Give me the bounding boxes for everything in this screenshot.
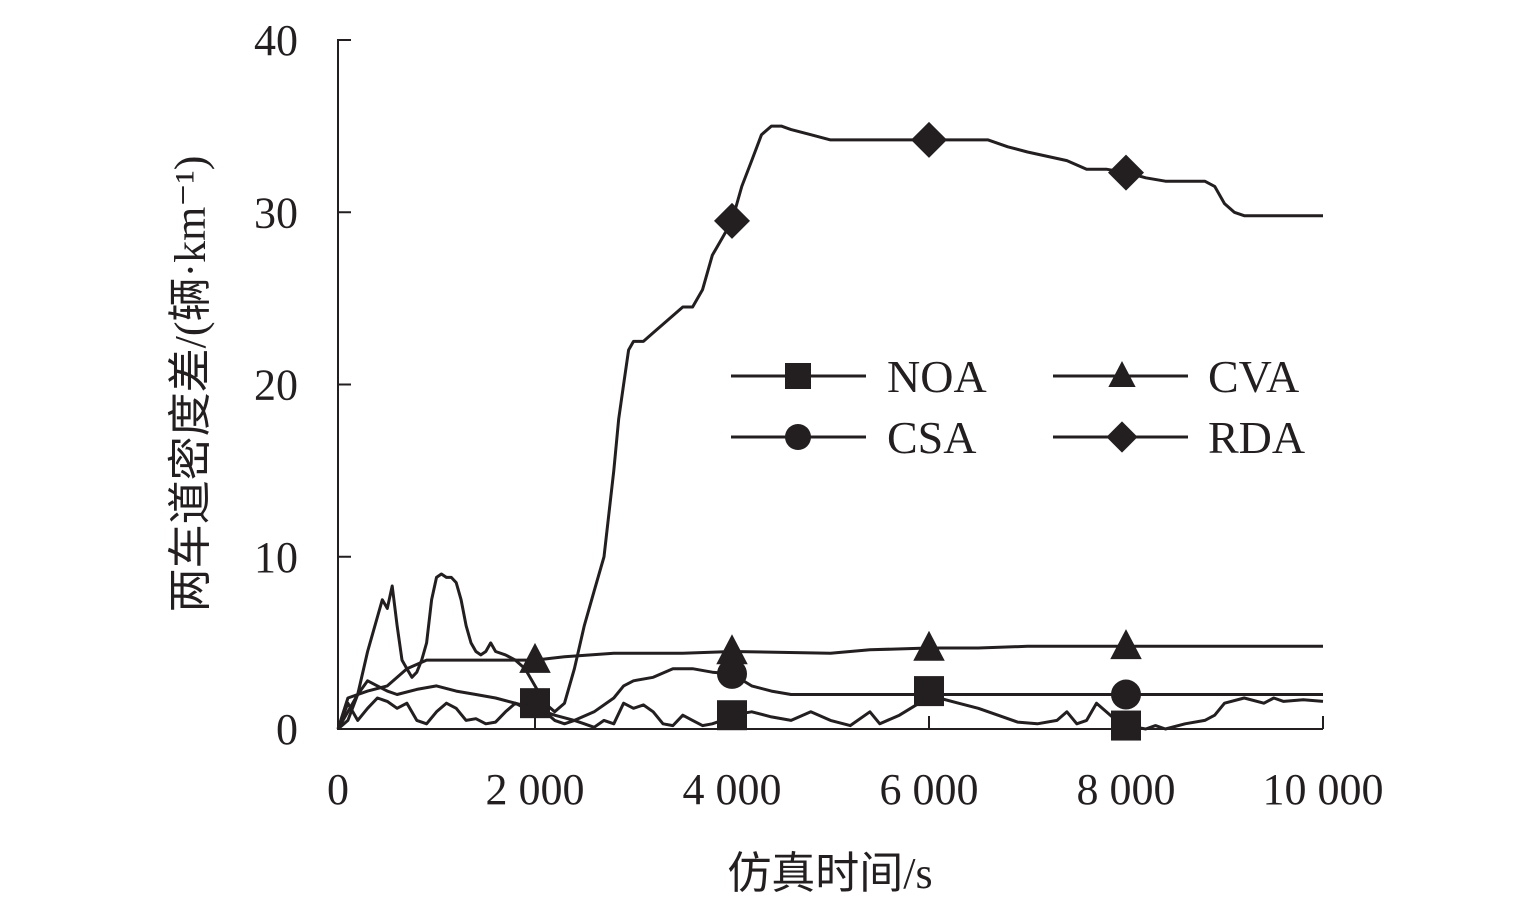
data-point-csa xyxy=(717,658,747,689)
legend-label-cva: CVA xyxy=(1208,351,1299,402)
data-point-rda xyxy=(1108,154,1144,191)
legend: NOA CVA CSA RDA xyxy=(731,351,1305,463)
x-tick-label: 4 000 xyxy=(683,765,782,814)
series-layer xyxy=(336,121,1324,741)
series-line-rda xyxy=(337,124,1323,731)
series-line-cva xyxy=(336,644,1323,730)
x-tick-label: 10 000 xyxy=(1263,765,1384,814)
y-tick-label: 40 xyxy=(254,16,298,65)
data-point-rda xyxy=(714,202,750,239)
legend-marker-csa xyxy=(785,424,811,450)
y-tick-label: 30 xyxy=(254,188,298,237)
y-tick-label: 10 xyxy=(254,533,298,582)
x-axis-title: 仿真时间/s xyxy=(727,849,932,898)
axis-layer: 0 10 20 30 40 0 2 000 4 000 6 000 8 000 10 000 xyxy=(254,16,1384,814)
legend-marker-cva xyxy=(1108,361,1136,388)
data-point-noa xyxy=(914,676,944,707)
x-tick-label: 6 000 xyxy=(880,765,979,814)
series-line-csa xyxy=(336,667,1323,730)
x-tick-label: 0 xyxy=(327,765,349,814)
data-point-cva xyxy=(716,634,748,665)
data-point-cva xyxy=(1110,629,1142,660)
legend-marker-rda xyxy=(1106,421,1138,453)
legend-marker-noa xyxy=(785,363,811,389)
legend-label-rda: RDA xyxy=(1208,412,1305,463)
data-point-rda xyxy=(911,121,947,158)
x-tick-label: 8 000 xyxy=(1077,765,1176,814)
data-point-csa xyxy=(1111,679,1141,710)
y-tick-label: 0 xyxy=(276,705,298,754)
data-point-cva xyxy=(519,642,551,673)
y-tick-label: 20 xyxy=(254,361,298,410)
legend-label-csa: CSA xyxy=(887,412,976,463)
y-axis-title: 两车道密度差/(辆·km⁻¹) xyxy=(166,156,215,613)
legend-label-noa: NOA xyxy=(887,351,987,402)
data-point-cva xyxy=(913,630,945,661)
x-tick-label: 2 000 xyxy=(486,765,585,814)
